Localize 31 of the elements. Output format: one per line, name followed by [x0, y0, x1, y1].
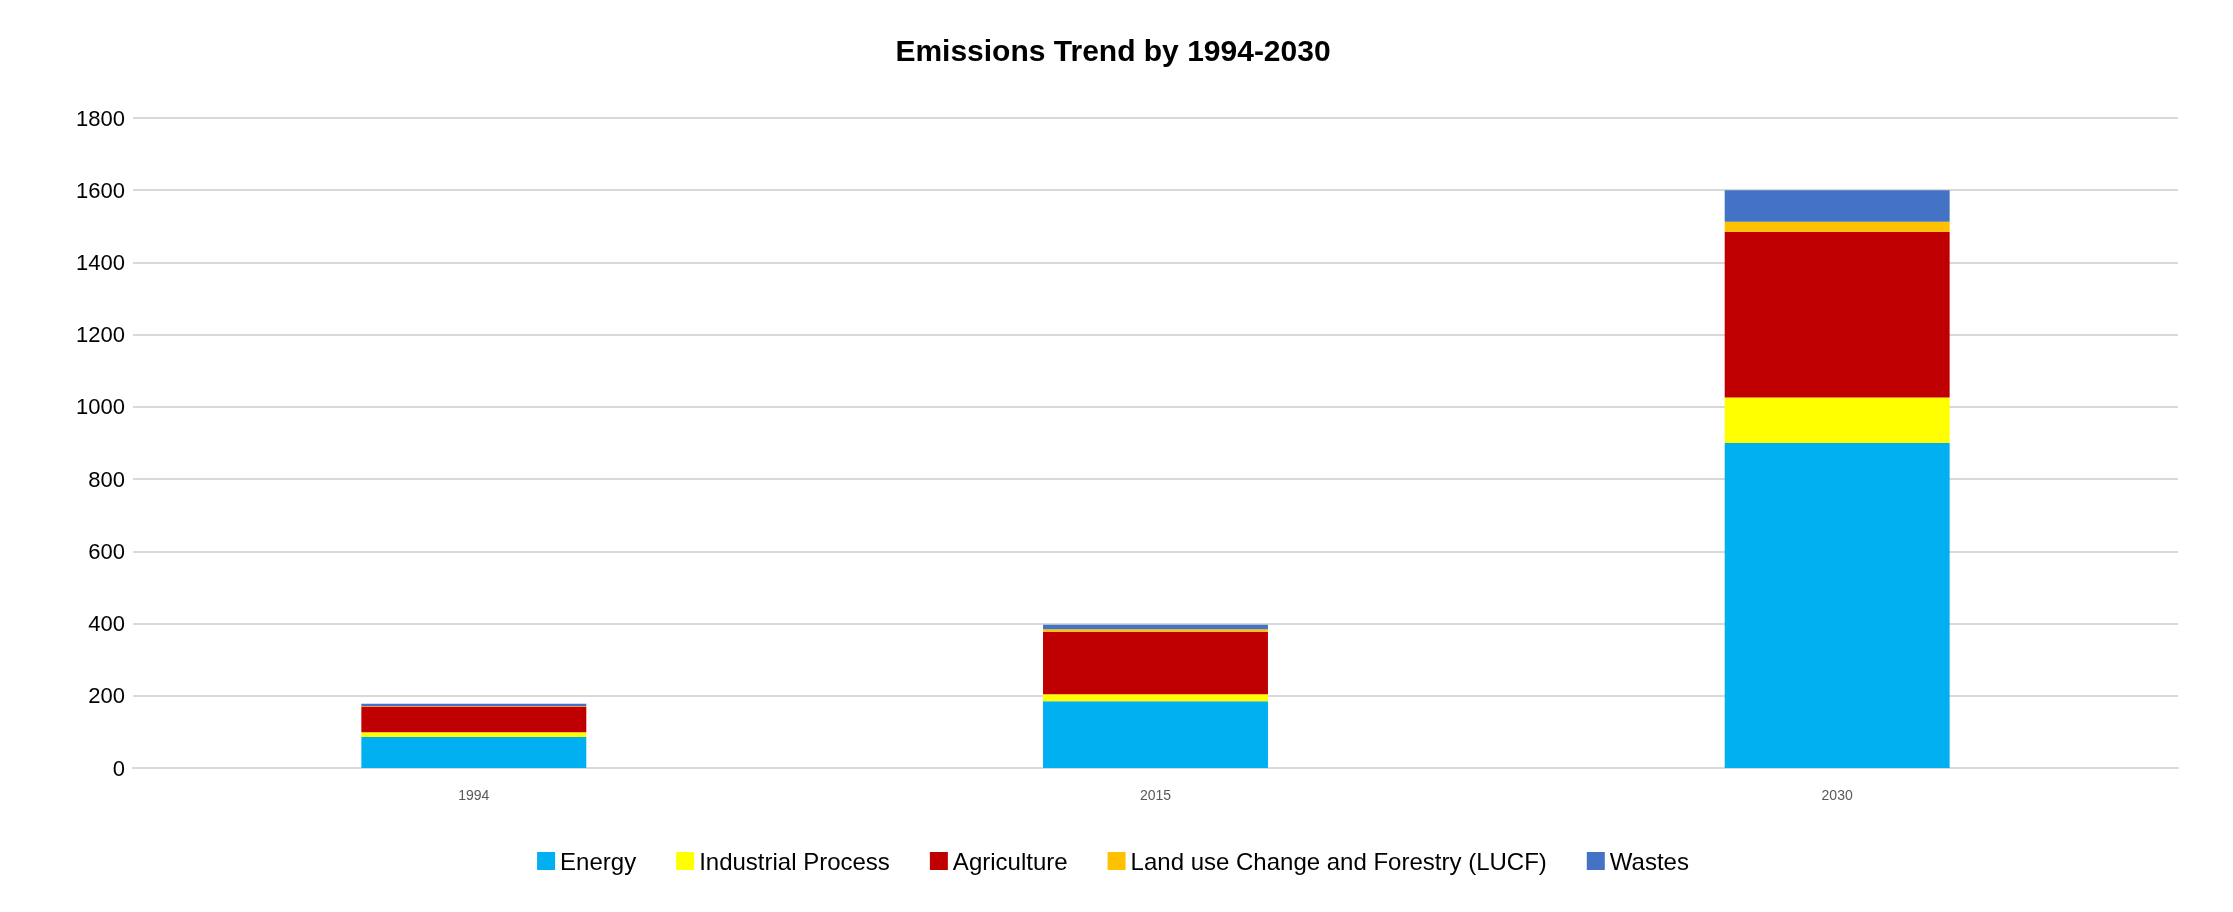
legend-label: Energy: [560, 847, 637, 875]
legend-label: Agriculture: [952, 847, 1068, 875]
y-tick-label: 800: [88, 466, 125, 492]
y-tick-label: 200: [88, 683, 125, 709]
legend-label: Land use Change and Forestry (LUCF): [1130, 847, 1547, 875]
bar: [1724, 190, 1950, 222]
bar: [1043, 701, 1268, 768]
y-tick-label: 1400: [76, 249, 125, 275]
bar: [1043, 629, 1268, 632]
y-tick-label: 400: [88, 611, 125, 637]
x-tick-label: 2015: [1139, 787, 1172, 803]
chart-title: Emissions Trend by 1994-2030: [895, 33, 1331, 67]
bar: [1724, 221, 1950, 232]
bar: [1724, 231, 1950, 398]
bar: [361, 736, 587, 768]
x-tick-label: 1994: [458, 787, 490, 803]
bar: [361, 732, 587, 737]
legend-label: Wastes: [1609, 847, 1689, 875]
y-tick-label: 1800: [76, 105, 125, 131]
y-tick-label: 0: [112, 755, 125, 781]
bar: [1043, 694, 1268, 702]
bar: [1724, 397, 1950, 443]
y-tick-label: 600: [88, 538, 125, 564]
bar: [1043, 631, 1268, 695]
x-tick-label: 2030: [1821, 787, 1853, 803]
y-tick-label: 1000: [76, 394, 125, 420]
legend-label: Industrial Process: [699, 847, 890, 875]
bar: [1724, 443, 1950, 768]
y-tick-label: 1200: [76, 322, 125, 348]
y-tick-label: 1600: [76, 177, 125, 203]
bar: [361, 706, 587, 733]
